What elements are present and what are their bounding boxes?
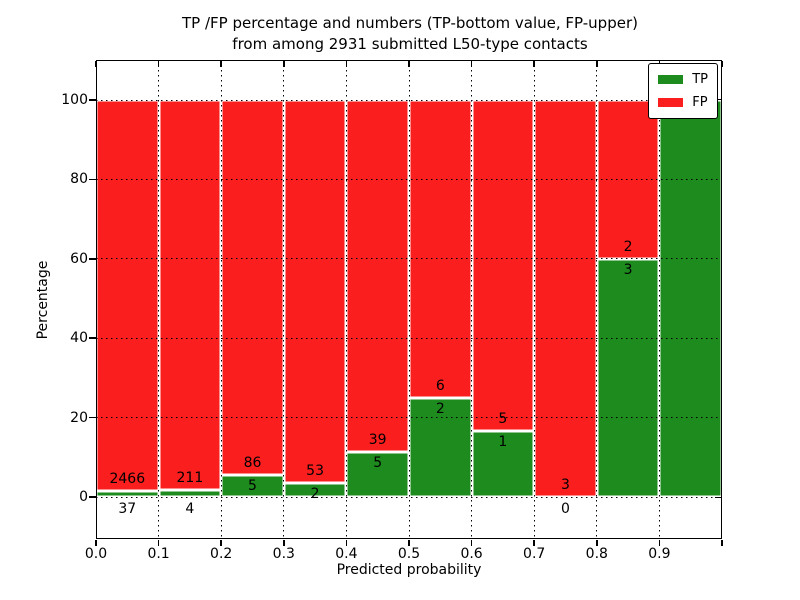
x-tick-label: 0.6 xyxy=(460,546,483,562)
tp-count-label-0: 37 xyxy=(118,501,137,517)
horizontal-gridline xyxy=(96,99,722,101)
bar-segment-tp-0 xyxy=(96,491,159,497)
fp-count-label-8: 2 xyxy=(623,238,633,255)
legend: TP FP xyxy=(648,63,718,119)
x-tick-label: 0.7 xyxy=(523,546,546,562)
bar-segment-fp-5 xyxy=(409,100,472,398)
x-tick-label: 0.1 xyxy=(147,546,170,562)
bar-segment-tp-8 xyxy=(596,258,660,497)
bar-segment-tp-3 xyxy=(283,482,347,497)
bar-segment-tp-5 xyxy=(409,397,472,497)
x-axis-label: Predicted probability xyxy=(336,562,482,578)
horizontal-gridline xyxy=(96,178,722,180)
x-tick xyxy=(220,540,222,546)
x-tick xyxy=(470,540,473,546)
vertical-gridline xyxy=(345,60,347,539)
bar-segment-fp-1 xyxy=(158,100,222,490)
y-tick xyxy=(89,178,96,181)
bar-segment-fp-0 xyxy=(96,100,159,492)
legend-label: TP xyxy=(692,72,708,87)
y-axis-label: Percentage xyxy=(35,260,51,340)
bar-segment-fp-4 xyxy=(346,100,409,452)
tp-count-label-5: 2 xyxy=(435,400,445,417)
fp-count-label-0: 2466 xyxy=(109,471,146,488)
x-tick-label: 0.9 xyxy=(648,546,671,562)
vertical-gridline xyxy=(158,60,160,539)
fp-count-label-6: 5 xyxy=(498,410,508,427)
legend-item-tp: TP xyxy=(658,72,708,87)
x-tick xyxy=(721,540,723,546)
tp-count-label-3: 2 xyxy=(310,485,320,502)
tp-count-label-8: 3 xyxy=(623,261,633,278)
x-tick-top xyxy=(721,61,723,67)
bar-segment-tp-6 xyxy=(471,430,535,497)
chart-title-line2: from among 2931 submitted L50-type conta… xyxy=(232,35,588,53)
vertical-gridline xyxy=(471,60,473,539)
vertical-gridline xyxy=(658,60,660,539)
y-tick xyxy=(89,258,96,260)
fp-count-label-3: 53 xyxy=(306,462,325,479)
x-tick-label: 0.8 xyxy=(585,546,608,562)
fp-count-label-1: 211 xyxy=(176,469,204,486)
vertical-gridline xyxy=(220,60,222,539)
x-tick-label: 0.4 xyxy=(335,546,358,562)
vertical-gridline xyxy=(283,60,285,539)
x-tick xyxy=(658,540,661,546)
bar-segment-tp-4 xyxy=(346,451,409,497)
chart-title: TP /FP percentage and numbers (TP-bottom… xyxy=(60,13,760,55)
tp-count-label-6: 1 xyxy=(498,433,508,450)
tp-count-label-4: 5 xyxy=(373,454,383,471)
bar-segment-fp-3 xyxy=(283,100,347,483)
bar-segment-tp-2 xyxy=(221,475,284,497)
x-tick xyxy=(408,540,410,546)
horizontal-gridline xyxy=(96,417,722,419)
vertical-gridline xyxy=(596,60,598,539)
tp-count-label-1: 4 xyxy=(185,501,195,517)
bar-segment-fp-6 xyxy=(471,100,535,431)
x-tick xyxy=(596,540,598,546)
legend-label: FP xyxy=(692,95,708,110)
tp-count-label-2: 5 xyxy=(248,478,257,495)
y-tick xyxy=(89,337,96,339)
fp-count-label-2: 86 xyxy=(243,455,262,472)
y-tick xyxy=(89,99,96,101)
tp-count-label-7: 0 xyxy=(561,501,570,517)
fp-count-label-4: 39 xyxy=(368,431,387,448)
y-tick-label: 40 xyxy=(70,330,88,347)
x-tick-label: 0.0 xyxy=(84,546,108,562)
legend-item-fp: FP xyxy=(658,95,708,110)
x-tick xyxy=(157,540,160,546)
tp-swatch xyxy=(658,75,684,84)
x-tick xyxy=(95,540,97,546)
bar-segment-tp-9 xyxy=(659,100,722,497)
fp-count-label-5: 6 xyxy=(435,377,445,394)
x-tick xyxy=(283,540,285,546)
x-tick xyxy=(533,540,535,546)
y-tick xyxy=(89,416,96,419)
x-tick-label: 0.3 xyxy=(272,546,295,562)
bar-segment-tp-1 xyxy=(158,489,222,497)
y-tick-label: 20 xyxy=(70,409,88,426)
x-tick xyxy=(345,540,348,546)
bar-segment-fp-2 xyxy=(221,100,284,476)
chart-title-line1: TP /FP percentage and numbers (TP-bottom… xyxy=(182,14,638,32)
y-tick-label: 0 xyxy=(79,489,88,505)
y-tick xyxy=(89,496,96,498)
y-tick-label: 100 xyxy=(61,92,88,108)
horizontal-gridline xyxy=(96,258,722,260)
bar-segment-fp-7 xyxy=(534,100,597,497)
x-tick-label: 0.5 xyxy=(397,546,421,562)
y-tick-label: 80 xyxy=(70,171,88,188)
x-tick-top xyxy=(95,61,97,67)
horizontal-gridline xyxy=(96,496,722,498)
fp-count-label-7: 3 xyxy=(561,477,570,493)
fp-swatch xyxy=(658,98,684,107)
vertical-gridline xyxy=(408,60,410,539)
vertical-gridline xyxy=(533,60,535,539)
x-tick-label: 0.2 xyxy=(210,546,233,562)
y-tick-label: 60 xyxy=(70,250,88,267)
horizontal-gridline xyxy=(96,337,722,339)
